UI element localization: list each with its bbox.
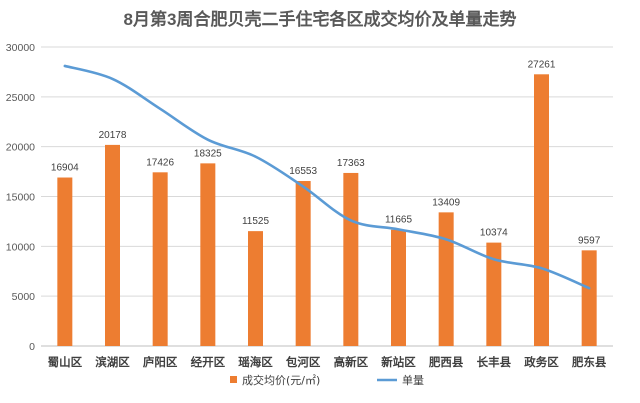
x-category-label: 包河区 xyxy=(285,355,321,369)
bar xyxy=(152,172,168,346)
bar xyxy=(57,177,73,346)
bar xyxy=(438,212,454,346)
y-tick-label: 30000 xyxy=(6,42,35,54)
bar xyxy=(200,163,216,346)
x-axis-categories: 蜀山区 滨湖区 庐阳区 经开区 瑶海区 包河区 高新区 新站区 肥西县 长丰县 政务区 肥东县 xyxy=(48,355,607,369)
x-category-label: 政务区 xyxy=(524,355,559,369)
bar xyxy=(534,74,549,346)
bar-data-label: 16553 xyxy=(289,166,317,177)
bar xyxy=(248,231,263,346)
legend-label-line: 单量 xyxy=(402,374,424,387)
bar xyxy=(486,242,502,346)
legend: 成交均价(元/㎡) 单量 xyxy=(230,373,424,387)
bar-data-label: 11525 xyxy=(242,216,270,227)
bar-data-label: 17426 xyxy=(146,157,174,168)
x-category-label: 新站区 xyxy=(381,355,416,369)
x-category-label: 肥东县 xyxy=(572,355,607,369)
bar xyxy=(295,181,311,346)
legend-label-bar: 成交均价(元/㎡) xyxy=(242,373,320,387)
legend-swatch-bar xyxy=(230,376,237,383)
gridlines xyxy=(41,46,613,347)
x-category-label: 高新区 xyxy=(334,355,369,369)
y-axis-ticks: 0 5000 10000 15000 20000 25000 30000 xyxy=(6,42,35,353)
bar-data-label: 16904 xyxy=(51,163,79,174)
y-tick-label: 5000 xyxy=(12,291,36,303)
bar xyxy=(343,172,359,346)
bar xyxy=(391,229,406,346)
bar-data-label: 13409 xyxy=(432,197,460,208)
x-category-label: 蜀山区 xyxy=(48,355,83,369)
y-tick-label: 15000 xyxy=(6,192,35,204)
x-category-label: 庐阳区 xyxy=(143,355,178,369)
x-category-label: 经开区 xyxy=(191,355,226,369)
y-tick-label: 0 xyxy=(29,341,35,353)
bar-data-label: 9597 xyxy=(578,235,601,246)
x-category-label: 长丰县 xyxy=(477,355,512,369)
line-series xyxy=(63,64,591,290)
series-line xyxy=(63,64,591,290)
bar xyxy=(581,250,597,346)
chart-title: 8月第3周合肥贝壳二手住宅各区成交均价及单量走势 xyxy=(124,9,517,29)
bar-data-label: 17363 xyxy=(337,158,365,169)
y-tick-label: 20000 xyxy=(6,142,35,154)
bar-data-label: 11665 xyxy=(385,215,413,226)
x-category-label: 肥西县 xyxy=(429,355,464,369)
bar-data-label: 18325 xyxy=(194,148,222,159)
bar-data-label: 27261 xyxy=(528,59,556,70)
y-tick-label: 25000 xyxy=(6,92,35,104)
bar xyxy=(105,144,120,346)
y-tick-label: 10000 xyxy=(6,241,35,253)
bar-data-label: 20178 xyxy=(99,130,127,141)
bar-data-labels: 16904 20178 17426 18325 11525 16553 17363 11665… xyxy=(51,59,601,246)
x-category-label: 瑶海区 xyxy=(238,355,273,369)
bar-data-label: 10374 xyxy=(480,228,508,239)
x-category-label: 滨湖区 xyxy=(95,355,130,369)
bar-series xyxy=(57,74,597,346)
